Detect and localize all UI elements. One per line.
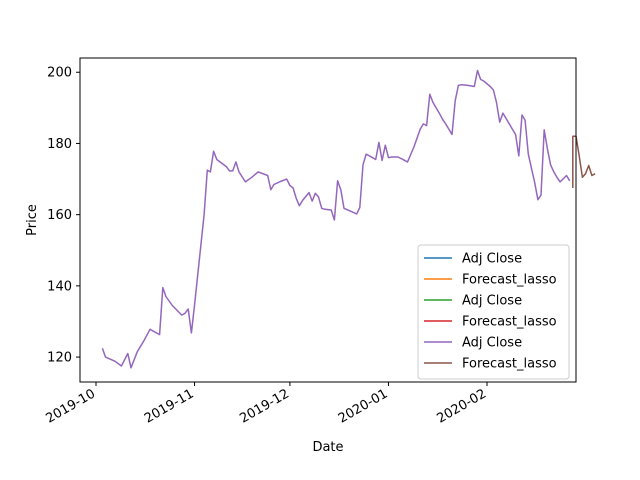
legend-box: [417, 244, 570, 380]
y-axis-ticks: 120 140 160 180 200: [47, 66, 80, 366]
legend-label: Forecast_lasso: [462, 273, 557, 288]
x-tick-label: 2019-11: [142, 386, 197, 426]
y-tick-label: 180: [47, 137, 72, 152]
plot-area: [101, 69, 596, 369]
y-axis-label: Price: [25, 204, 40, 236]
series-forecast-lasso: [572, 135, 596, 188]
x-axis-ticks: 2019-10 2019-11 2019-12 2020-01 2020-02: [43, 382, 489, 427]
legend-label: Adj Close: [462, 294, 522, 309]
x-tick-label: 2020-01: [336, 386, 391, 426]
legend-label: Forecast_lasso: [462, 357, 557, 372]
x-axis-label: Date: [312, 440, 343, 455]
x-tick-label: 2020-02: [434, 386, 489, 426]
series-adj-close: [101, 69, 571, 369]
y-tick-label: 160: [47, 208, 72, 223]
legend-label: Forecast_lasso: [462, 315, 557, 330]
legend-label: Adj Close: [462, 336, 522, 351]
x-tick-label: 2019-10: [43, 386, 98, 426]
y-tick-label: 140: [47, 279, 72, 294]
y-tick-label: 200: [47, 66, 72, 81]
plot-frame: [79, 57, 577, 383]
x-tick-label: 2019-12: [237, 386, 292, 426]
legend: Adj Close Forecast_lasso Adj Close Forecast…: [417, 244, 570, 380]
legend-label: Adj Close: [462, 252, 522, 267]
y-tick-label: 120: [47, 351, 72, 366]
